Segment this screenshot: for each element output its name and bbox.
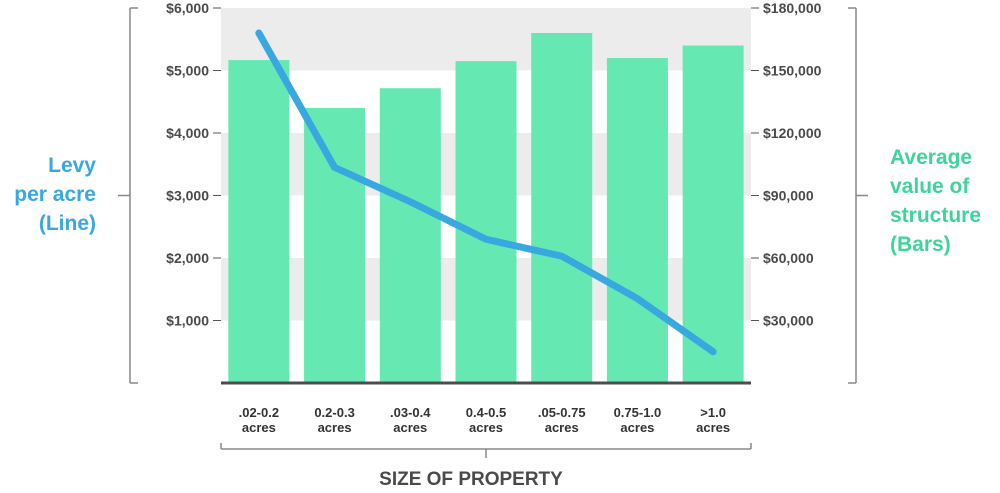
category-label: acres — [545, 420, 579, 435]
category-label: .03-0.4 — [390, 405, 431, 420]
right-tick-label: $90,000 — [763, 188, 814, 204]
category-label: acres — [620, 420, 654, 435]
bar — [682, 45, 744, 383]
category-label: >1.0 — [700, 405, 726, 420]
bar — [228, 60, 290, 383]
category-label: 0.4-0.5 — [466, 405, 506, 420]
right-axis-label: value of — [890, 175, 970, 198]
category-label: 0.75-1.0 — [614, 405, 662, 420]
left-tick-label: $4,000 — [166, 125, 209, 141]
left-tick-label: $2,000 — [166, 250, 209, 266]
category-label: acres — [318, 420, 352, 435]
x-axis-title: SIZE OF PROPERTY — [379, 469, 563, 490]
left-tick-label: $1,000 — [166, 313, 209, 329]
right-tick-label: $150,000 — [763, 63, 822, 79]
category-label: acres — [242, 420, 276, 435]
left-tick-label: $6,000 — [166, 0, 209, 16]
category-label: acres — [469, 420, 503, 435]
bar — [606, 58, 668, 383]
left-axis-label: (Line) — [39, 212, 96, 235]
category-label: 0.2-0.3 — [314, 405, 354, 420]
left-tick-label: $5,000 — [166, 63, 209, 79]
category-label: .02-0.2 — [239, 405, 279, 420]
left-axis-label: per acre — [14, 183, 96, 206]
right-tick-label: $180,000 — [763, 0, 822, 16]
right-tick-label: $60,000 — [763, 250, 814, 266]
category-label: .05-0.75 — [538, 405, 586, 420]
bar — [379, 88, 441, 383]
right-axis-label: (Bars) — [890, 233, 951, 256]
bar — [455, 61, 517, 383]
right-axis-label: structure — [890, 204, 981, 227]
right-tick-label: $30,000 — [763, 313, 814, 329]
bar — [531, 33, 593, 383]
left-axis-label: Levy — [48, 154, 96, 177]
bar — [304, 108, 366, 383]
left-tick-label: $3,000 — [166, 188, 209, 204]
right-axis-label: Average — [890, 146, 972, 169]
category-label: acres — [696, 420, 730, 435]
right-tick-label: $120,000 — [763, 125, 822, 141]
category-label: acres — [393, 420, 427, 435]
